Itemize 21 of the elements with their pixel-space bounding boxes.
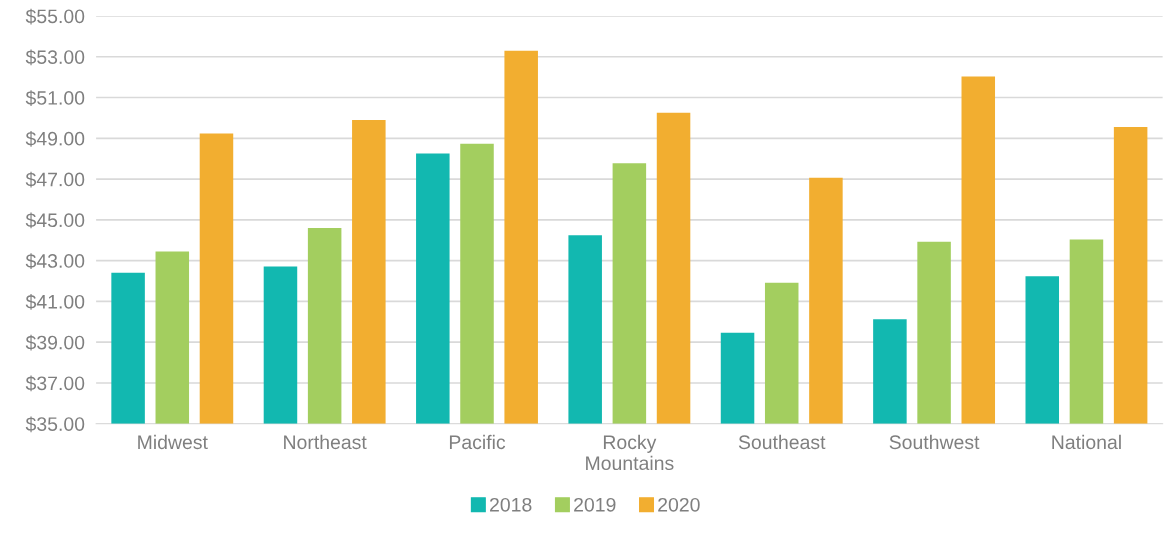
y-tick-label: $37.00	[25, 375, 85, 392]
y-tick-label: $51.00	[25, 90, 85, 106]
y-tick-label: $49.00	[25, 130, 85, 147]
y-tick-label: $55.00	[25, 8, 85, 25]
y-tick-label: $47.00	[25, 171, 85, 188]
legend-label: 2018	[490, 497, 532, 512]
x-tick-label: National	[1052, 434, 1121, 450]
y-tick-label: $43.00	[25, 253, 85, 270]
x-tick-label: Midwest	[138, 434, 208, 450]
x-tick-label: Pacific	[449, 434, 506, 450]
x-tick-label: Northeast	[284, 434, 367, 450]
y-tick-label: $35.00	[25, 416, 85, 433]
legend-label: 2019	[574, 497, 616, 512]
y-tick-label: $41.00	[25, 294, 85, 310]
x-tick-label: Southeast	[738, 434, 826, 450]
x-tick-label: Rocky Mountains	[586, 434, 674, 471]
y-tick-label: $45.00	[25, 212, 85, 229]
y-tick-label: $39.00	[25, 334, 85, 351]
x-tick-label: Southwest	[889, 434, 980, 450]
y-tick-label: $53.00	[25, 49, 85, 66]
legend-label: 2020	[658, 497, 700, 512]
